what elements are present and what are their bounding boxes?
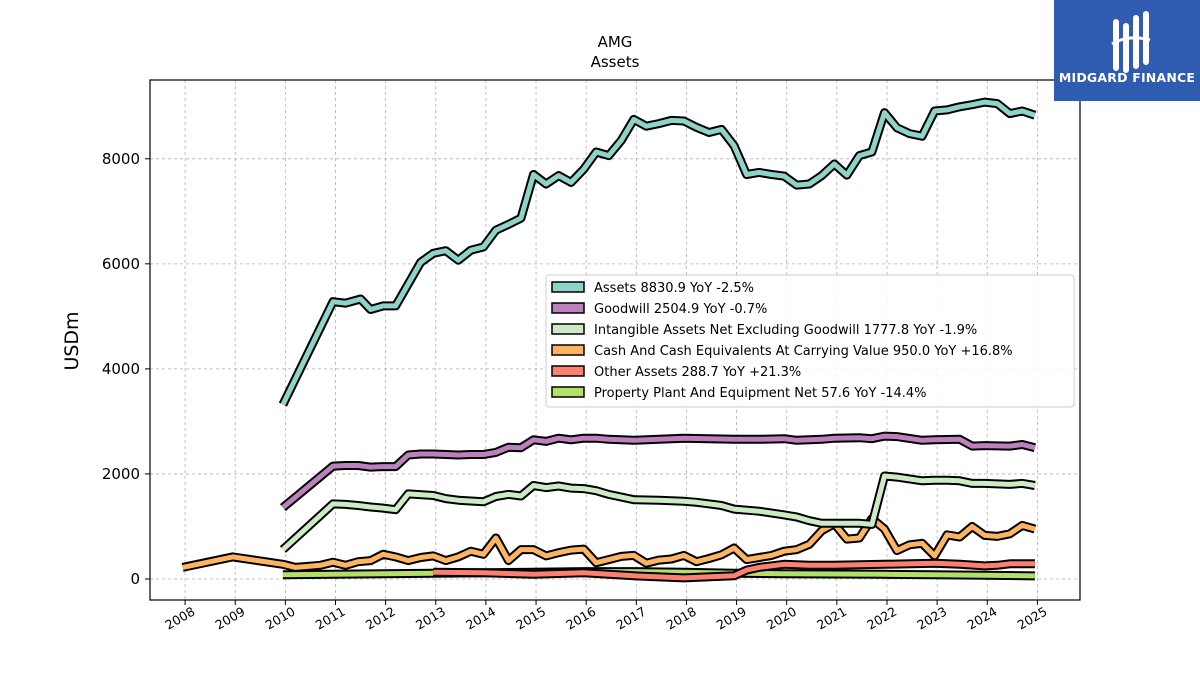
x-tick-label: 2025 bbox=[1015, 604, 1050, 633]
series-line bbox=[281, 433, 1036, 510]
y-tick-label: 6000 bbox=[102, 255, 140, 273]
plot-frame bbox=[149, 79, 1081, 601]
chart-subtitle: Assets bbox=[591, 53, 640, 71]
legend-label: Property Plant And Equipment Net 57.6 Yo… bbox=[594, 386, 927, 401]
series-assets bbox=[278, 97, 1037, 407]
x-tick-label: 2018 bbox=[664, 604, 699, 633]
y-axis-label: USDm bbox=[61, 311, 83, 370]
series-line bbox=[182, 516, 1036, 570]
y-tick-label: 2000 bbox=[102, 465, 140, 483]
x-tick-label: 2023 bbox=[914, 604, 949, 633]
legend: Assets 8830.9 YoY -2.5% Goodwill 2504.9 Y… bbox=[545, 274, 1075, 408]
series-line bbox=[280, 99, 1036, 406]
x-tick-label: 2010 bbox=[263, 604, 298, 633]
legend-box bbox=[545, 274, 1075, 408]
x-tick-label: 2009 bbox=[212, 604, 247, 633]
x-tick-label: 2013 bbox=[413, 604, 448, 633]
series-property-plant-and-equipment-net bbox=[282, 567, 1035, 581]
x-tick-label: 2014 bbox=[463, 604, 498, 633]
x-tick-label: 2012 bbox=[363, 604, 398, 633]
chart-title: AMG bbox=[598, 33, 633, 51]
legend-swatch bbox=[551, 323, 585, 335]
legend-label: Goodwill 2504.9 YoY -0.7% bbox=[594, 302, 767, 317]
x-tick-label: 2016 bbox=[563, 604, 598, 633]
series-line bbox=[282, 569, 1035, 579]
logo-mark-icon bbox=[1111, 11, 1151, 73]
x-tick-label: 2019 bbox=[714, 604, 749, 633]
x-tick-label: 2022 bbox=[864, 604, 899, 633]
legend-swatch bbox=[551, 386, 585, 398]
series-cash-and-cash-equivalents-at-carrying-value bbox=[181, 514, 1037, 572]
legend-swatch bbox=[551, 302, 585, 314]
y-axis: 0 2000 4000 6000 8000 bbox=[102, 150, 150, 588]
series-goodwill bbox=[280, 431, 1037, 512]
x-tick-label: 2020 bbox=[764, 604, 799, 633]
x-tick-label: 2024 bbox=[964, 604, 999, 633]
x-tick-label: 2008 bbox=[162, 604, 197, 633]
series-line bbox=[281, 473, 1036, 552]
legend-swatch bbox=[551, 365, 585, 377]
x-tick-label: 2015 bbox=[513, 604, 548, 633]
series-intangible-assets-net-excluding-goodwill bbox=[279, 471, 1036, 553]
y-tick-label: 8000 bbox=[102, 150, 140, 168]
legend-label: Assets 8830.9 YoY -2.5% bbox=[594, 281, 754, 296]
series-line-outline bbox=[279, 471, 1036, 553]
legend-label: Other Assets 288.7 YoY +21.3% bbox=[594, 365, 801, 380]
legend-swatch bbox=[551, 281, 585, 293]
x-tick-label: 2017 bbox=[614, 604, 649, 633]
series-line bbox=[433, 560, 1035, 581]
legend-label: Cash And Cash Equivalents At Carrying Va… bbox=[594, 344, 1013, 359]
series-layer bbox=[181, 97, 1037, 583]
x-axis: 2008 2009 2010 2011 2012 2013 2014 2015 2016 2017… bbox=[162, 600, 1050, 633]
x-tick-label: 2011 bbox=[313, 604, 348, 633]
series-other-assets bbox=[433, 558, 1035, 583]
brand-name: MIDGARD FINANCE bbox=[1058, 70, 1196, 85]
x-tick-label: 2021 bbox=[814, 604, 849, 633]
legend-label: Intangible Assets Net Excluding Goodwill… bbox=[594, 323, 977, 338]
y-tick-label: 0 bbox=[130, 570, 140, 588]
brand-logo: MIDGARD FINANCE bbox=[1054, 0, 1200, 101]
legend-swatch bbox=[551, 344, 585, 356]
y-tick-label: 4000 bbox=[102, 360, 140, 378]
